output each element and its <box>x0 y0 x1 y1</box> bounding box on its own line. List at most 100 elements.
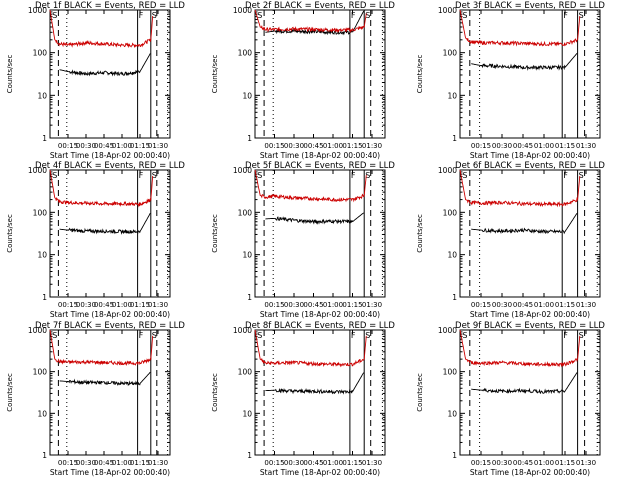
events-series-line <box>265 10 365 36</box>
marker-label: F <box>351 11 356 20</box>
events-series-line <box>59 212 151 235</box>
x-tick-label: 00:15 <box>264 142 284 150</box>
y-tick-label: 10 <box>447 251 457 260</box>
y-tick-label: 1 <box>452 451 457 460</box>
x-tick-label: 01:15 <box>555 459 575 467</box>
lld-series-line <box>459 9 581 47</box>
y-tick-label: 1 <box>247 134 252 143</box>
x-tick-label: 00:45 <box>513 459 533 467</box>
x-tick-label: 01:30 <box>576 459 596 467</box>
marker-label: F <box>139 331 144 340</box>
x-tick-label: 00:45 <box>303 301 323 309</box>
x-tick-label: 01:00 <box>534 301 554 309</box>
plot-frame <box>459 329 601 456</box>
x-axis-label: Start Time (18-Apr-02 00:00:40) <box>50 310 170 319</box>
x-tick-label: 01:30 <box>148 459 168 467</box>
y-tick-label: 100 <box>443 49 458 58</box>
x-axis-label: Start Time (18-Apr-02 00:00:40) <box>470 310 590 319</box>
panel-title: Det 3f BLACK = Events, RED = LLD <box>455 1 605 11</box>
x-tick-label: 01:15 <box>130 142 150 150</box>
panel-2: Det 2f BLACK = Events, RED = LLD Counts/s… <box>211 1 395 160</box>
events-series-line <box>265 372 365 395</box>
marker-label: S <box>365 171 370 180</box>
y-tick-label: 1000 <box>438 326 457 335</box>
lld-series-line <box>459 329 581 368</box>
y-tick-label: 1000 <box>438 6 457 15</box>
plot-frame <box>49 9 171 139</box>
y-tick-label: 1 <box>42 451 47 460</box>
panel-1: Det 1f BLACK = Events, RED = LLD Counts/s… <box>6 1 185 160</box>
x-tick-label: 01:30 <box>362 142 382 150</box>
marker-label: F <box>563 11 568 20</box>
lld-series-line <box>49 9 154 49</box>
panel-title: Det 6f BLACK = Events, RED = LLD <box>455 161 605 171</box>
x-tick-label: 01:00 <box>112 459 132 467</box>
x-tick-label: 00:30 <box>76 142 96 150</box>
x-tick-label: 00:45 <box>94 301 114 309</box>
events-series-line <box>471 372 578 395</box>
marker-label: F <box>351 171 356 180</box>
y-tick-label: 100 <box>443 208 458 217</box>
x-tick-label: 00:30 <box>284 301 304 309</box>
lld-series-line <box>254 329 367 368</box>
x-tick-label: 00:15 <box>58 459 78 467</box>
marker-label: S <box>152 171 157 180</box>
x-tick-label: 00:30 <box>492 301 512 309</box>
y-tick-label: 100 <box>238 368 253 377</box>
marker-label: S <box>365 331 370 340</box>
y-tick-label: 100 <box>238 208 253 217</box>
marker-label: S <box>579 11 584 20</box>
y-tick-label: 100 <box>238 49 253 58</box>
x-tick-label: 01:30 <box>362 301 382 309</box>
y-axis-label: Counts/sec <box>416 55 424 94</box>
lld-series-line <box>459 169 581 208</box>
plot-frame <box>459 9 601 139</box>
events-series-line <box>59 371 151 387</box>
x-tick-label: 01:00 <box>112 142 132 150</box>
x-tick-label: 00:30 <box>76 301 96 309</box>
y-tick-label: 10 <box>37 91 47 100</box>
plot-frame <box>254 169 386 298</box>
y-axis-label: Counts/sec <box>6 55 14 94</box>
panel-8: Det 8f BLACK = Events, RED = LLD Counts/s… <box>211 321 395 477</box>
marker-label: F <box>351 331 356 340</box>
y-axis-label: Counts/sec <box>211 55 219 94</box>
x-tick-label: 00:45 <box>303 459 323 467</box>
events-series-line <box>265 212 364 225</box>
y-tick-label: 100 <box>33 208 48 217</box>
x-tick-label: 00:30 <box>492 142 512 150</box>
y-tick-label: 1 <box>247 293 252 302</box>
y-axis-label: Counts/sec <box>416 373 424 412</box>
lld-series-line <box>254 169 367 203</box>
x-tick-label: 01:15 <box>342 459 362 467</box>
x-tick-label: 00:45 <box>94 459 114 467</box>
panel-6: Det 6f BLACK = Events, RED = LLD Counts/s… <box>416 161 605 319</box>
plot-frame <box>254 9 386 139</box>
x-tick-label: 00:15 <box>471 142 491 150</box>
panel-7: Det 7f BLACK = Events, RED = LLD Counts/s… <box>6 321 185 477</box>
x-axis-label: Start Time (18-Apr-02 00:00:40) <box>470 151 590 160</box>
x-axis-label: Start Time (18-Apr-02 00:00:40) <box>260 468 380 477</box>
x-tick-label: 01:30 <box>362 459 382 467</box>
x-tick-label: 00:30 <box>76 459 96 467</box>
x-tick-label: 00:45 <box>94 142 114 150</box>
x-tick-label: 01:00 <box>112 301 132 309</box>
x-tick-label: 00:30 <box>284 142 304 150</box>
marker-label: S <box>462 331 467 340</box>
y-tick-label: 10 <box>242 251 252 260</box>
marker-label: S <box>257 11 262 20</box>
marker-label: S <box>152 11 157 20</box>
y-axis-label: Counts/sec <box>211 214 219 253</box>
x-tick-label: 01:30 <box>148 142 168 150</box>
marker-label: S <box>152 331 157 340</box>
events-series-line <box>59 53 151 77</box>
plot-frame <box>459 169 601 298</box>
x-tick-label: 00:15 <box>264 459 284 467</box>
events-series-line <box>471 53 578 71</box>
marker-label: F <box>139 171 144 180</box>
y-tick-label: 1 <box>247 451 252 460</box>
y-tick-label: 1 <box>452 293 457 302</box>
y-tick-label: 1 <box>42 134 47 143</box>
marker-label: S <box>257 171 262 180</box>
